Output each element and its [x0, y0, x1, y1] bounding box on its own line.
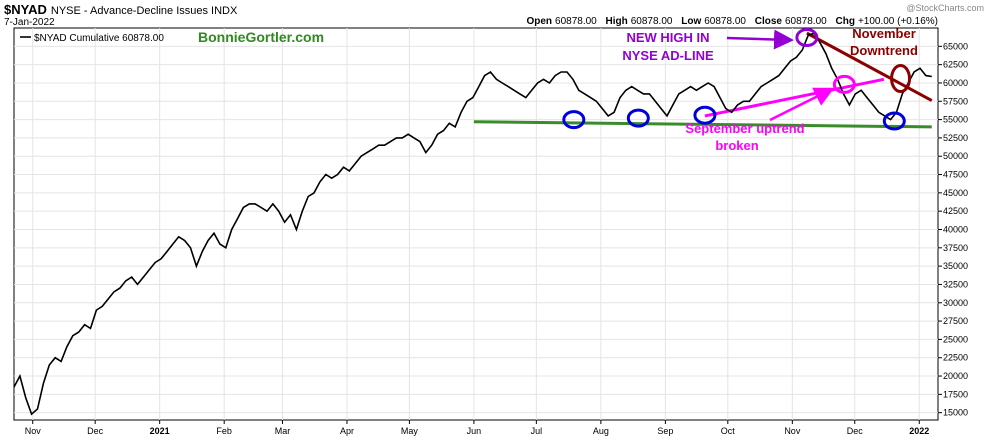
high-value: 60878.00: [630, 16, 673, 27]
y-tick-label: 65000: [943, 41, 968, 51]
y-tick-label: 42500: [943, 206, 968, 216]
close-value: 60878.00: [784, 16, 827, 27]
chart-header: $NYAD NYSE - Advance-Decline Issues INDX …: [0, 0, 990, 30]
november-annotation-line1: November: [852, 26, 916, 41]
annotation-circles: [562, 28, 912, 131]
symbol: $NYAD: [4, 2, 47, 17]
y-tick-label: 20000: [943, 371, 968, 381]
x-tick-label: May: [401, 426, 419, 436]
x-tick-label: 2022: [909, 426, 929, 436]
x-tick-label: Jul: [531, 426, 543, 436]
open-value: 60878.00: [555, 16, 597, 27]
x-axis: Nov Dec 2021 Feb Mar Apr May Jun Jul Aug Sep Oct Nov…: [25, 420, 929, 436]
y-axis: 15000 17500 20000 22500 25000 27500 30000 32500…: [938, 41, 968, 418]
open-label: Open: [526, 16, 553, 27]
y-tick-label: 62500: [943, 60, 968, 70]
chg-label: Chg: [835, 16, 855, 27]
high-label: High: [605, 16, 628, 27]
symbol-description: NYSE - Advance-Decline Issues INDX: [50, 5, 238, 17]
y-tick-label: 37500: [943, 243, 968, 253]
grid-lines: [14, 28, 938, 420]
y-tick-label: 22500: [943, 353, 968, 363]
y-tick-label: 55000: [943, 115, 968, 125]
y-tick-label: 47500: [943, 170, 968, 180]
low-value: 60878.00: [704, 16, 746, 27]
y-tick-label: 17500: [943, 389, 968, 399]
y-tick-label: 60000: [943, 78, 968, 88]
x-tick-label: Dec: [87, 426, 104, 436]
plot-area: [13, 27, 939, 421]
y-tick-label: 45000: [943, 188, 968, 198]
x-tick-label: Nov: [25, 426, 42, 436]
y-tick-label: 30000: [943, 298, 968, 308]
annotation-arrows: [726, 29, 835, 122]
ohlc-readout: Open 60878.00 High 60878.00 Low 60878.00 Cl…: [520, 16, 938, 27]
nyad-series-line: [13, 32, 932, 416]
annotation-circle: [832, 74, 856, 94]
y-tick-label: 32500: [943, 279, 968, 289]
y-tick-label: 50000: [943, 151, 968, 161]
november-downtrend-line: [806, 31, 933, 102]
annotation-circle: [890, 64, 912, 94]
new-high-arrow: [726, 29, 794, 50]
brand-watermark: @StockCharts.com: [906, 3, 984, 13]
x-tick-label: Feb: [216, 426, 232, 436]
annotation-circle: [882, 111, 906, 131]
new-high-annotation-line2: NYSE AD-LINE: [622, 48, 714, 63]
x-tick-label: Jun: [467, 426, 482, 436]
low-label: Low: [681, 16, 702, 27]
september-arrow: [769, 87, 835, 122]
september-annotation-line1: September uptrend: [685, 121, 804, 136]
november-annotation-line2: Downtrend: [850, 43, 918, 58]
x-tick-label: Mar: [275, 426, 291, 436]
symbol-title: $NYAD NYSE - Advance-Decline Issues INDX: [4, 2, 237, 17]
legend-label: $NYAD Cumulative 60878.00: [34, 33, 164, 44]
annotation-circle: [795, 28, 819, 48]
x-tick-label: 2021: [150, 426, 170, 436]
y-tick-label: 15000: [943, 408, 968, 418]
chart-date: 7-Jan-2022: [4, 17, 55, 28]
annotation-circle: [626, 108, 650, 128]
chg-value: +100.00 (+0.16%): [857, 16, 938, 27]
y-tick-label: 52500: [943, 133, 968, 143]
september-annotation-line2: broken: [715, 138, 758, 153]
y-tick-label: 27500: [943, 316, 968, 326]
y-tick-label: 57500: [943, 96, 968, 106]
x-tick-label: Aug: [593, 426, 609, 436]
x-tick-label: Dec: [847, 426, 864, 436]
close-label: Close: [754, 16, 782, 27]
y-tick-label: 25000: [943, 334, 968, 344]
x-tick-label: Apr: [340, 426, 354, 436]
y-tick-label: 35000: [943, 261, 968, 271]
annotation-circle: [693, 105, 717, 125]
author-label: BonnieGortler.com: [198, 29, 324, 45]
new-high-annotation-line1: NEW HIGH IN: [626, 30, 709, 45]
x-tick-label: Oct: [721, 426, 736, 436]
x-tick-label: Nov: [784, 426, 801, 436]
x-tick-label: Sep: [657, 426, 673, 436]
annotation-circle: [562, 110, 586, 130]
y-tick-label: 40000: [943, 224, 968, 234]
